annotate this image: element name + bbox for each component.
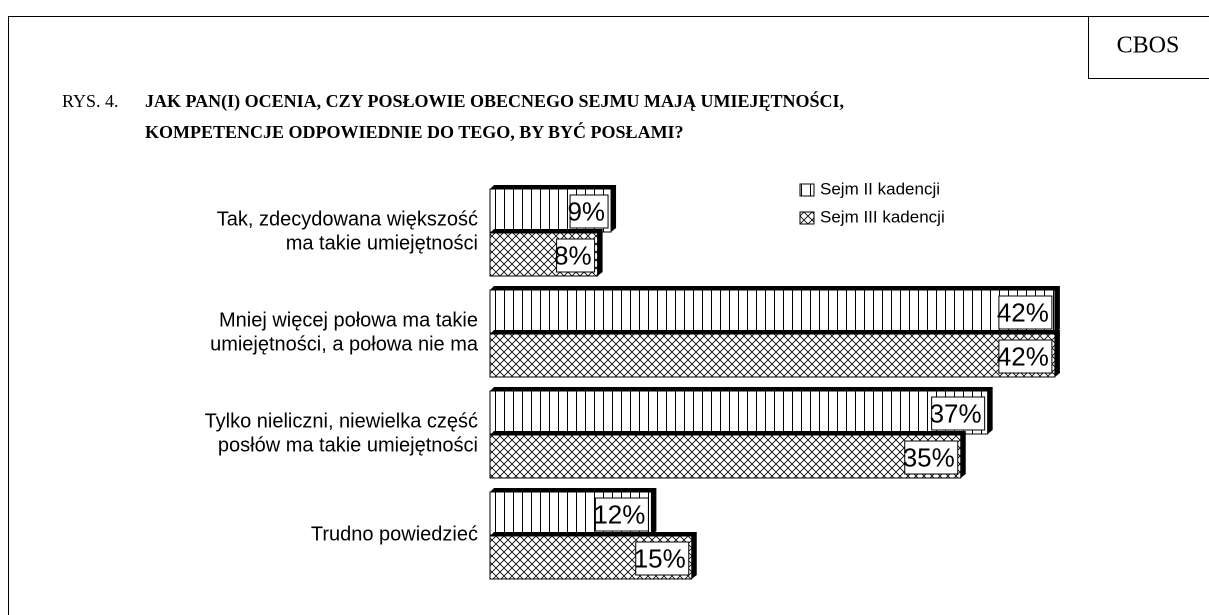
category-label: Trudno powiedzieć xyxy=(311,523,478,545)
value-label: 12% xyxy=(593,499,645,529)
value-label-box xyxy=(635,541,690,576)
value-label-box xyxy=(931,396,986,431)
figure-number: RYS. 4. xyxy=(62,91,119,111)
value-label-box xyxy=(904,440,959,475)
value-label: 35% xyxy=(903,442,955,472)
value-label-box xyxy=(998,295,1053,330)
category-label: Tak, zdecydowana większość xyxy=(217,208,478,230)
legend-label: Sejm II kadencji xyxy=(820,179,940,198)
category-label: Tylko nieliczni, niewielka część xyxy=(205,410,478,432)
category-label: posłów ma takie umiejętności xyxy=(218,434,478,456)
source-box xyxy=(1088,16,1209,79)
value-label-box xyxy=(594,497,649,532)
legend-swatch xyxy=(799,211,815,225)
value-label-box xyxy=(569,194,609,229)
value-label: 9% xyxy=(567,196,605,226)
value-label: 42% xyxy=(997,341,1049,371)
value-label: 37% xyxy=(930,398,982,428)
value-label-box xyxy=(556,238,596,273)
frame xyxy=(8,16,1209,615)
legend-swatch xyxy=(799,183,815,197)
bar xyxy=(489,333,1056,378)
bar xyxy=(489,434,962,479)
value-label-box xyxy=(998,339,1053,374)
chart-title: JAK PAN(I) OCENIA, CZY POSŁOWIE OBECNEGO… xyxy=(145,90,844,112)
category-label: Mniej więcej połowa ma takie xyxy=(219,309,478,331)
category-label: umiejętności, a połowa nie ma xyxy=(210,333,479,355)
source: CBOS xyxy=(1117,33,1180,59)
chart-title: KOMPETENCJE ODPOWIEDNIE DO TEGO, BY BYĆ … xyxy=(145,121,684,142)
value-label: 15% xyxy=(634,543,686,573)
category-label: ma takie umiejętności xyxy=(286,232,478,254)
bar xyxy=(489,390,989,435)
bar xyxy=(489,289,1056,334)
legend-label: Sejm III kadencji xyxy=(820,207,945,226)
value-label: 42% xyxy=(997,297,1049,327)
value-label: 8% xyxy=(554,240,592,270)
